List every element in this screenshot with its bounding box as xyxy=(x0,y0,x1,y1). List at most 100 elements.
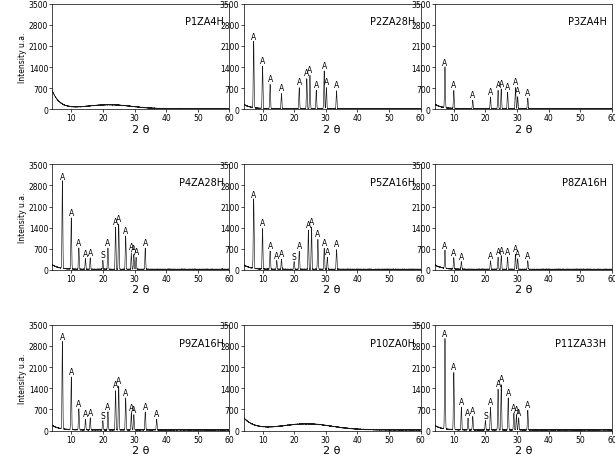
Text: A: A xyxy=(515,87,520,96)
Text: P11ZA33H: P11ZA33H xyxy=(555,338,606,348)
Text: A: A xyxy=(131,405,137,414)
Text: P5ZA16H: P5ZA16H xyxy=(370,177,415,188)
Text: A: A xyxy=(470,406,475,415)
X-axis label: 2 θ: 2 θ xyxy=(323,285,341,295)
Text: P3ZA4H: P3ZA4H xyxy=(568,17,606,27)
X-axis label: 2 θ: 2 θ xyxy=(323,125,341,135)
Text: A: A xyxy=(451,81,456,90)
X-axis label: 2 θ: 2 θ xyxy=(323,445,341,455)
Text: P2ZA28H: P2ZA28H xyxy=(370,17,415,27)
Text: A: A xyxy=(143,402,148,411)
X-axis label: 2 θ: 2 θ xyxy=(132,285,149,295)
Text: S: S xyxy=(100,250,105,259)
Text: P1ZA4H: P1ZA4H xyxy=(185,17,224,27)
Y-axis label: Intensity u.a.: Intensity u.a. xyxy=(18,353,27,403)
Text: A: A xyxy=(76,238,81,247)
X-axis label: 2 θ: 2 θ xyxy=(515,285,532,295)
Text: A: A xyxy=(499,246,504,255)
Text: A: A xyxy=(131,244,137,253)
X-axis label: 2 θ: 2 θ xyxy=(132,445,149,455)
Text: A: A xyxy=(315,229,320,238)
Text: A: A xyxy=(499,80,504,89)
Text: A: A xyxy=(525,251,530,260)
Text: A: A xyxy=(525,400,530,409)
Text: A: A xyxy=(499,375,504,384)
Text: A: A xyxy=(323,78,329,87)
Text: A: A xyxy=(442,242,448,250)
Text: A: A xyxy=(308,66,312,75)
Text: A: A xyxy=(279,250,284,258)
Text: S: S xyxy=(483,411,488,420)
Text: A: A xyxy=(515,249,520,258)
Text: A: A xyxy=(513,244,518,253)
Text: A: A xyxy=(488,88,493,97)
Text: A: A xyxy=(87,248,93,257)
Text: A: A xyxy=(459,397,464,406)
Text: A: A xyxy=(60,332,65,341)
Text: A: A xyxy=(304,69,309,78)
Text: A: A xyxy=(116,214,121,223)
Text: A: A xyxy=(514,405,519,414)
Text: A: A xyxy=(451,363,456,371)
Text: A: A xyxy=(105,238,111,247)
Text: P8ZA16H: P8ZA16H xyxy=(561,177,606,188)
Text: A: A xyxy=(309,217,314,226)
Y-axis label: Intensity u.a.: Intensity u.a. xyxy=(18,193,27,243)
Text: P10ZA0H: P10ZA0H xyxy=(370,338,415,348)
Text: A: A xyxy=(123,388,129,397)
Text: A: A xyxy=(322,238,327,247)
X-axis label: 2 θ: 2 θ xyxy=(132,125,149,135)
Text: A: A xyxy=(105,402,111,411)
Text: A: A xyxy=(513,78,518,87)
Text: A: A xyxy=(83,409,88,418)
Text: A: A xyxy=(268,242,272,250)
Text: A: A xyxy=(451,248,456,257)
Text: A: A xyxy=(260,57,265,66)
Text: A: A xyxy=(442,59,448,68)
Text: A: A xyxy=(314,81,319,90)
Text: A: A xyxy=(133,248,139,257)
Text: A: A xyxy=(459,252,464,261)
Y-axis label: Intensity u.a.: Intensity u.a. xyxy=(18,32,27,82)
Text: A: A xyxy=(268,75,272,84)
Text: A: A xyxy=(113,217,118,226)
Text: A: A xyxy=(143,238,148,247)
Text: A: A xyxy=(87,408,93,417)
Text: A: A xyxy=(525,89,530,98)
Text: A: A xyxy=(154,409,159,418)
Text: A: A xyxy=(296,242,302,250)
Text: A: A xyxy=(279,84,284,93)
Text: A: A xyxy=(496,379,501,388)
Text: A: A xyxy=(251,190,256,199)
Text: A: A xyxy=(334,81,339,90)
Text: A: A xyxy=(505,248,510,257)
Text: A: A xyxy=(296,78,302,87)
Text: A: A xyxy=(325,248,330,257)
Text: A: A xyxy=(466,408,470,417)
Text: A: A xyxy=(470,91,475,100)
Text: A: A xyxy=(76,399,81,408)
Text: P9ZA16H: P9ZA16H xyxy=(179,338,224,348)
Text: A: A xyxy=(260,219,265,228)
Text: A: A xyxy=(322,62,327,70)
Text: A: A xyxy=(511,403,517,412)
Text: A: A xyxy=(129,403,134,412)
Text: A: A xyxy=(274,251,279,260)
Text: A: A xyxy=(496,248,501,257)
Text: A: A xyxy=(505,83,510,92)
Text: A: A xyxy=(83,249,88,258)
Text: A: A xyxy=(113,381,118,390)
X-axis label: 2 θ: 2 θ xyxy=(515,445,532,455)
Text: A: A xyxy=(488,251,493,260)
Text: A: A xyxy=(123,226,129,235)
Text: A: A xyxy=(516,408,522,417)
Text: A: A xyxy=(60,172,65,181)
Text: A: A xyxy=(116,376,121,385)
Text: A: A xyxy=(306,220,311,229)
Text: A: A xyxy=(334,240,339,249)
Text: A: A xyxy=(69,208,74,217)
Text: A: A xyxy=(442,330,448,338)
Text: S: S xyxy=(292,252,296,261)
Text: P4ZA28H: P4ZA28H xyxy=(179,177,224,188)
Text: A: A xyxy=(129,243,134,252)
